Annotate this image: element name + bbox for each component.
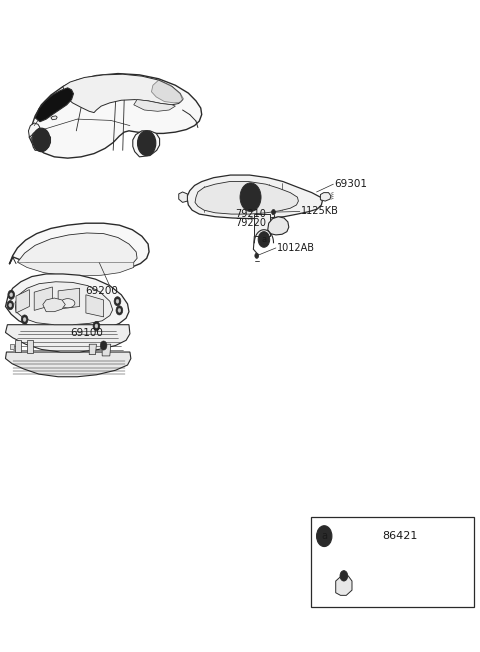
Text: a: a bbox=[321, 531, 327, 541]
Polygon shape bbox=[102, 344, 111, 356]
Circle shape bbox=[8, 290, 14, 299]
Circle shape bbox=[258, 231, 270, 247]
Polygon shape bbox=[86, 295, 104, 317]
Polygon shape bbox=[34, 287, 52, 310]
Polygon shape bbox=[27, 340, 33, 353]
Polygon shape bbox=[152, 80, 183, 103]
Circle shape bbox=[272, 209, 276, 215]
Polygon shape bbox=[179, 192, 187, 202]
Circle shape bbox=[317, 526, 332, 546]
Polygon shape bbox=[187, 175, 323, 218]
Polygon shape bbox=[17, 262, 134, 276]
Ellipse shape bbox=[60, 299, 75, 308]
Polygon shape bbox=[89, 344, 96, 355]
Polygon shape bbox=[63, 74, 182, 113]
Text: 1012AB: 1012AB bbox=[277, 243, 315, 253]
Circle shape bbox=[100, 341, 107, 350]
Polygon shape bbox=[17, 233, 137, 262]
Polygon shape bbox=[5, 352, 131, 377]
Circle shape bbox=[116, 306, 123, 315]
Polygon shape bbox=[28, 123, 40, 138]
Circle shape bbox=[116, 299, 119, 303]
Circle shape bbox=[39, 138, 43, 143]
Text: 86421: 86421 bbox=[383, 531, 418, 541]
Text: 79220: 79220 bbox=[235, 218, 266, 228]
Text: 79210: 79210 bbox=[235, 209, 266, 219]
Circle shape bbox=[10, 293, 12, 297]
Circle shape bbox=[118, 308, 121, 312]
Circle shape bbox=[145, 141, 149, 146]
Text: 1125KB: 1125KB bbox=[301, 207, 339, 216]
Text: a: a bbox=[262, 235, 266, 244]
Circle shape bbox=[240, 183, 261, 211]
Text: 69301: 69301 bbox=[334, 179, 367, 189]
Polygon shape bbox=[10, 344, 14, 349]
Circle shape bbox=[9, 303, 12, 307]
Circle shape bbox=[36, 134, 46, 147]
Circle shape bbox=[255, 253, 259, 258]
Circle shape bbox=[33, 128, 50, 152]
Polygon shape bbox=[336, 576, 352, 595]
Circle shape bbox=[93, 321, 100, 331]
Polygon shape bbox=[254, 214, 270, 236]
Polygon shape bbox=[5, 325, 130, 352]
Polygon shape bbox=[15, 282, 113, 325]
Polygon shape bbox=[43, 298, 65, 312]
Circle shape bbox=[138, 131, 156, 156]
Circle shape bbox=[95, 324, 98, 328]
Polygon shape bbox=[35, 88, 73, 122]
Circle shape bbox=[23, 318, 26, 321]
Polygon shape bbox=[134, 100, 175, 111]
Polygon shape bbox=[15, 340, 21, 352]
Polygon shape bbox=[32, 131, 50, 151]
Polygon shape bbox=[195, 181, 299, 214]
Polygon shape bbox=[16, 289, 29, 313]
Polygon shape bbox=[58, 288, 80, 309]
Polygon shape bbox=[29, 74, 202, 158]
Polygon shape bbox=[133, 131, 159, 157]
FancyBboxPatch shape bbox=[311, 517, 474, 607]
Polygon shape bbox=[9, 223, 149, 271]
Polygon shape bbox=[321, 192, 331, 201]
Circle shape bbox=[142, 137, 152, 150]
Circle shape bbox=[7, 301, 13, 310]
Text: 69100: 69100 bbox=[70, 327, 103, 338]
Circle shape bbox=[114, 297, 121, 306]
Text: 69200: 69200 bbox=[85, 286, 118, 296]
Circle shape bbox=[21, 315, 28, 324]
Polygon shape bbox=[5, 274, 129, 331]
Circle shape bbox=[244, 188, 257, 205]
Polygon shape bbox=[268, 216, 289, 235]
Polygon shape bbox=[51, 116, 57, 120]
Circle shape bbox=[340, 570, 348, 581]
